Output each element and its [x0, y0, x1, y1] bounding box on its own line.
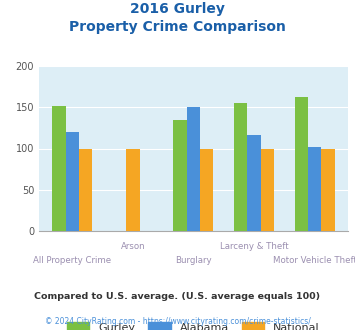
Text: Burglary: Burglary: [175, 256, 212, 265]
Text: Motor Vehicle Theft: Motor Vehicle Theft: [273, 256, 355, 265]
Bar: [247, 135, 261, 231]
Text: Compared to U.S. average. (U.S. average equals 100): Compared to U.S. average. (U.S. average …: [34, 292, 321, 301]
Text: 2016 Gurley: 2016 Gurley: [130, 2, 225, 16]
Bar: [79, 148, 92, 231]
Text: Arson: Arson: [121, 242, 145, 251]
Bar: [234, 103, 247, 231]
Bar: [321, 148, 334, 231]
Bar: [261, 148, 274, 231]
Bar: [295, 96, 308, 231]
Text: Larceny & Theft: Larceny & Theft: [220, 242, 288, 251]
Bar: [308, 147, 321, 231]
Bar: [126, 148, 140, 231]
Text: © 2024 CityRating.com - https://www.cityrating.com/crime-statistics/: © 2024 CityRating.com - https://www.city…: [45, 317, 310, 326]
Text: All Property Crime: All Property Crime: [33, 256, 111, 265]
Bar: [174, 120, 187, 231]
Bar: [187, 107, 200, 231]
Bar: [53, 106, 66, 231]
Bar: [66, 132, 79, 231]
Legend: Gurley, Alabama, National: Gurley, Alabama, National: [62, 317, 324, 330]
Text: Property Crime Comparison: Property Crime Comparison: [69, 20, 286, 34]
Bar: [200, 148, 213, 231]
